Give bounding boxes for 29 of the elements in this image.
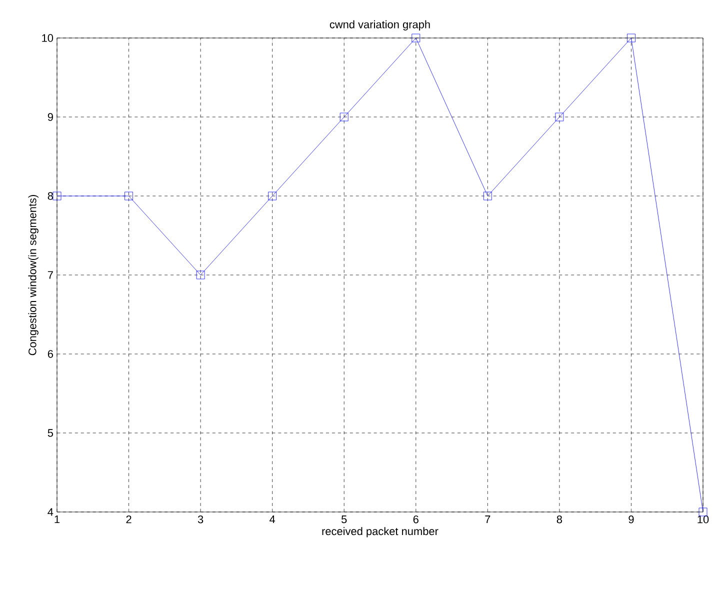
y-tick-label: 9 [48, 113, 53, 121]
x-tick-label: 5 [342, 516, 347, 524]
point [483, 192, 492, 200]
x-tick-label: 1 [54, 516, 60, 524]
point [268, 192, 277, 200]
x-tick-label: 4 [270, 516, 276, 524]
x-tick-label: 8 [556, 516, 562, 524]
point [52, 192, 62, 200]
point [340, 112, 348, 122]
y-tick-label: 5 [48, 429, 54, 437]
y-tick-label: 7 [48, 271, 53, 279]
x-tick-label: 9 [628, 516, 634, 524]
point [124, 192, 133, 200]
x-tick-label: 6 [413, 516, 418, 524]
y-axis-title: Congestion window(in segments) [28, 195, 38, 356]
x-tick-label: 7 [485, 516, 490, 524]
point [627, 34, 636, 42]
x-tick-label: 10 [698, 516, 709, 524]
y-tick-label: 4 [48, 508, 54, 516]
point [196, 270, 205, 280]
chart-title: cwnd variation graph [330, 20, 430, 30]
x-tick-label: 2 [126, 516, 132, 524]
point [555, 112, 564, 122]
point [412, 34, 420, 42]
y-tick-label: 10 [42, 34, 54, 42]
x-tick-label: 3 [198, 516, 204, 524]
y-tick-label: 8 [48, 192, 53, 200]
y-tick-label: 6 [48, 350, 53, 358]
x-axis-title: received packet number [322, 527, 438, 538]
